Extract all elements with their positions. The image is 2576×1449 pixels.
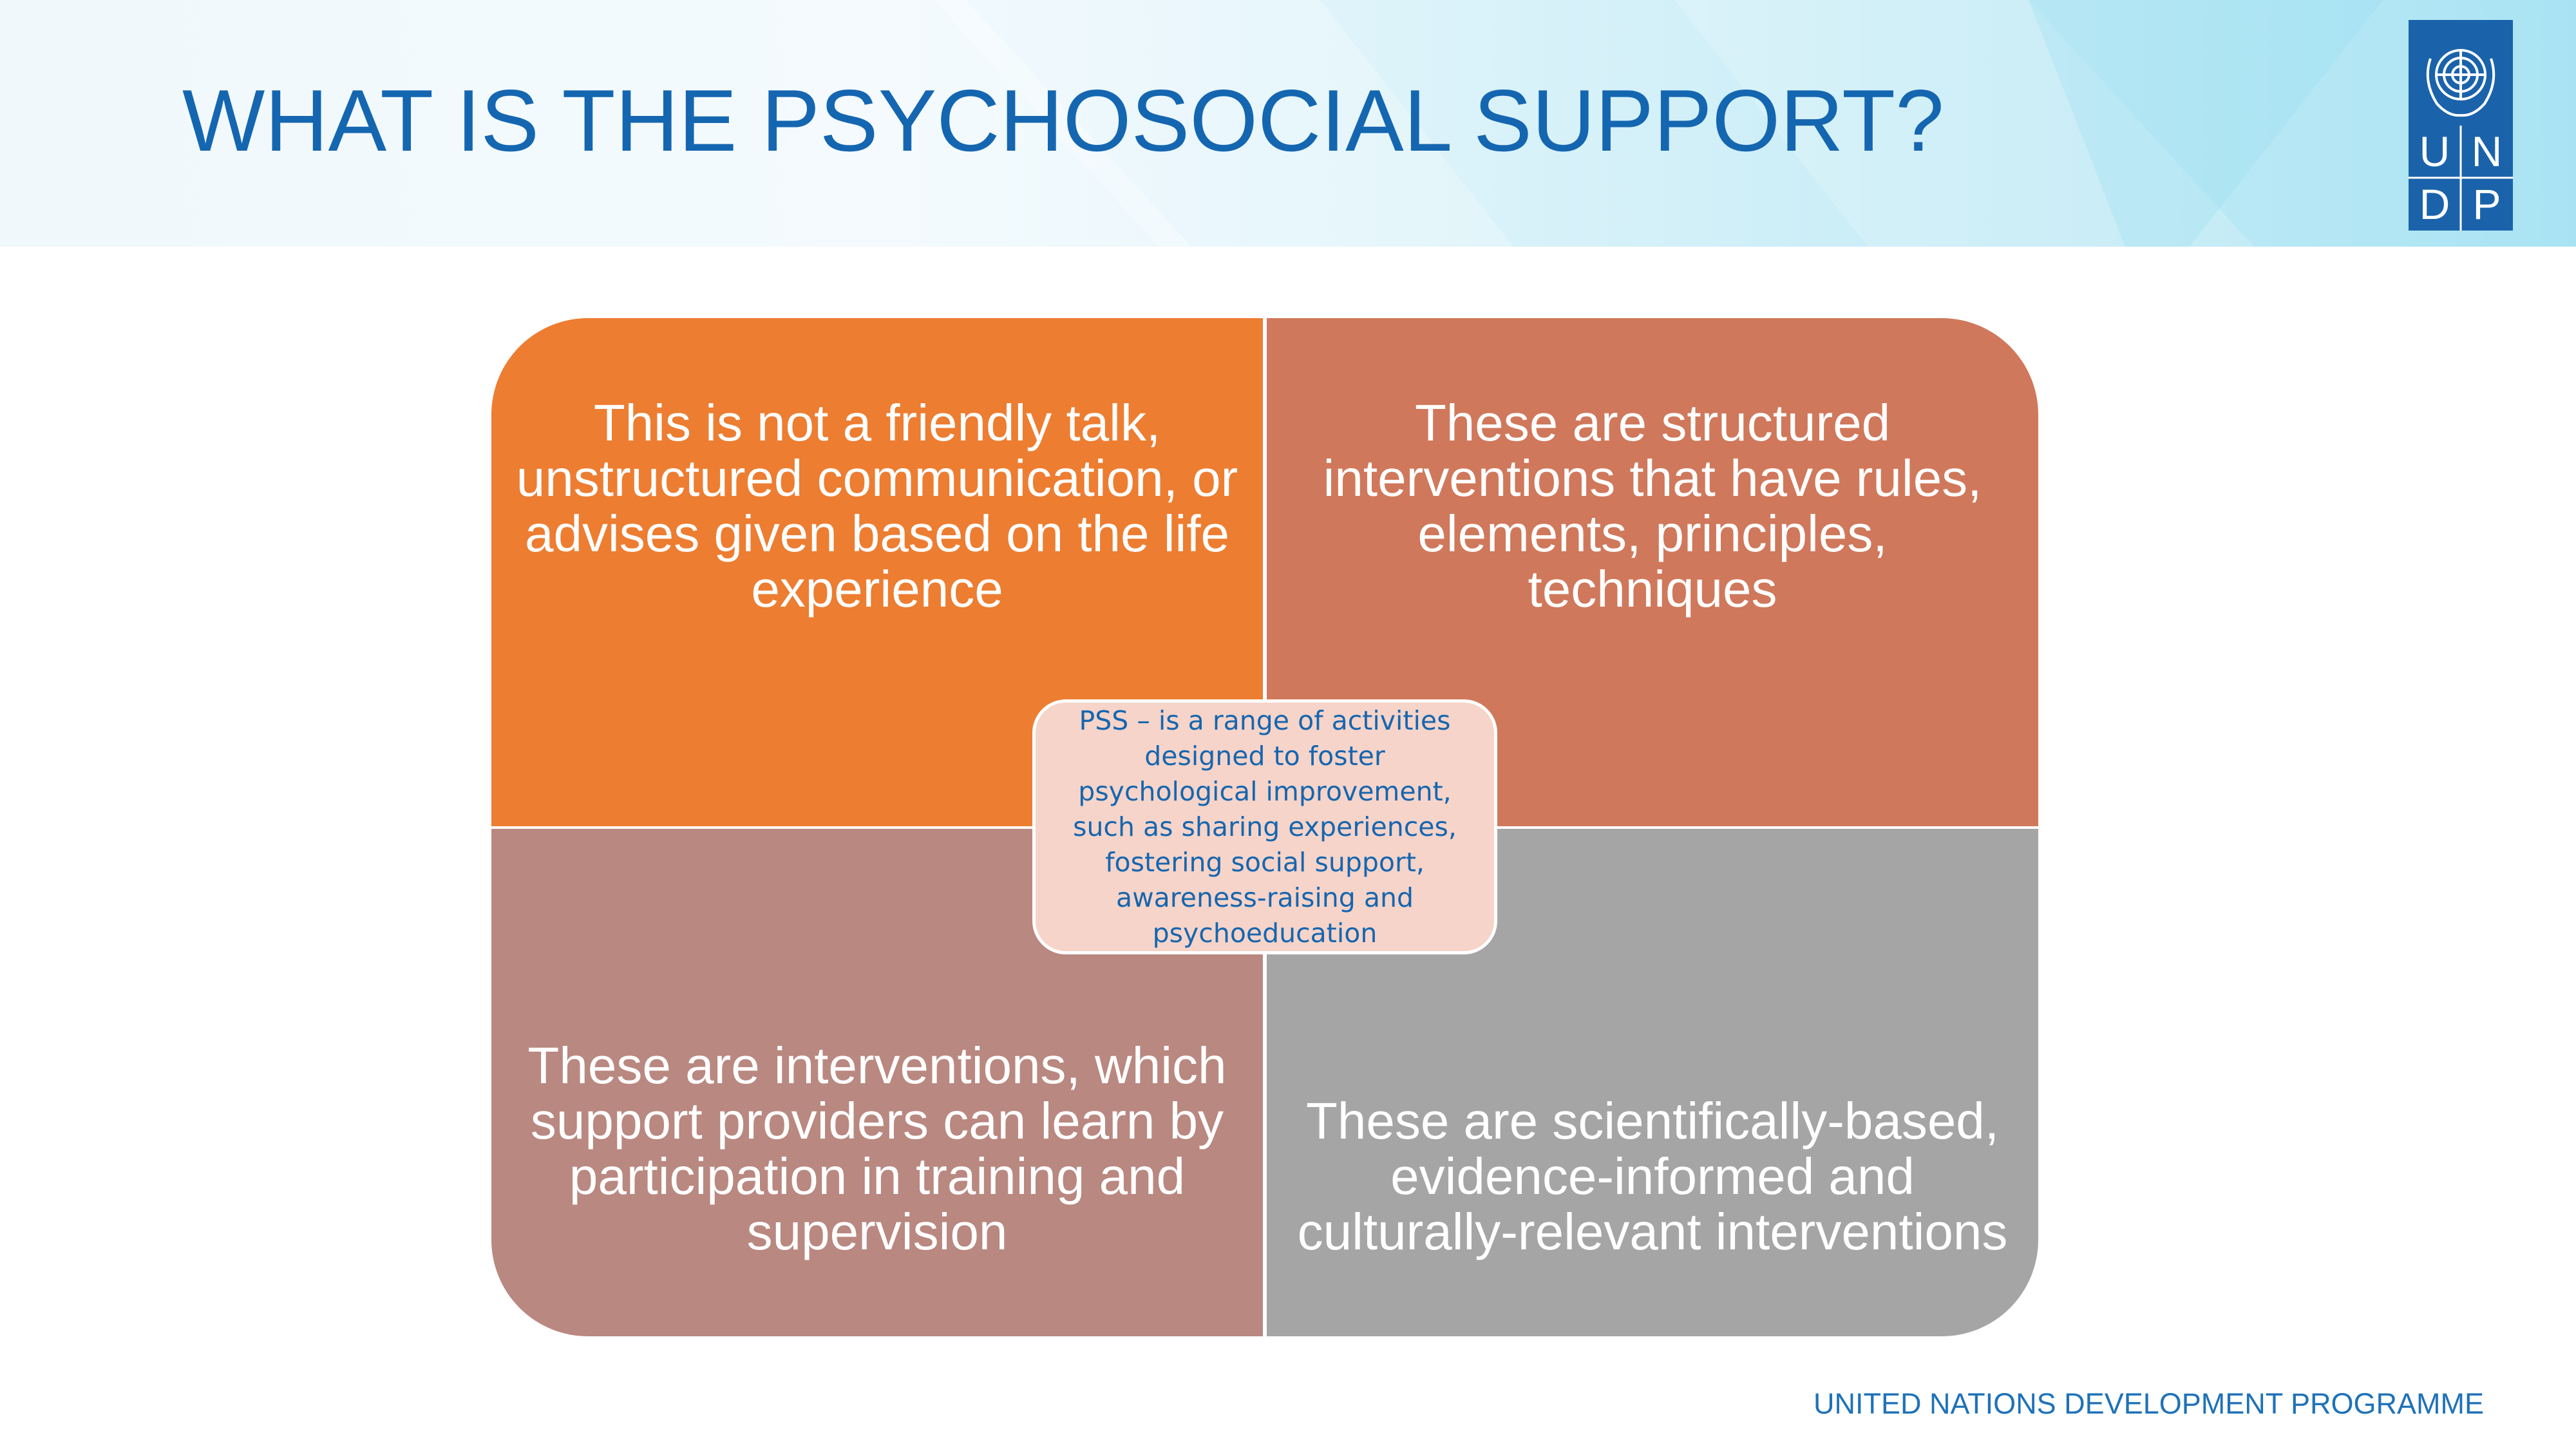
page-title: WHAT IS THE PSYCHOSOCIAL SUPPORT?	[182, 71, 1944, 169]
logo-letter-u: U	[2419, 128, 2450, 175]
un-emblem-icon	[2409, 49, 2513, 231]
quadrant-top-right-text: These are structured interventions that …	[1323, 394, 1982, 618]
logo-letter-d: D	[2419, 180, 2450, 228]
quadrant-bottom-right-text: These are scientifically-based, evidence…	[1297, 1092, 2008, 1260]
pss-definition-text: PSS – is a range of activities designed …	[1073, 705, 1457, 949]
pss-definition-box: PSS – is a range of activities designed …	[1032, 699, 1497, 954]
header-banner: WHAT IS THE PSYCHOSOCIAL SUPPORT? U N D …	[0, 0, 2576, 247]
header-background-shapes	[0, 0, 2383, 247]
quadrant-top-left-text: This is not a friendly talk, unstructure…	[516, 394, 1238, 618]
footer-organization-name: UNITED NATIONS DEVELOPMENT PROGRAMME	[1814, 1387, 2484, 1420]
logo-letter-p: P	[2472, 180, 2501, 228]
quadrant-bottom-left-text: These are interventions, which support p…	[527, 1037, 1227, 1260]
logo-letter-n: N	[2471, 128, 2503, 175]
pss-quadrant-diagram: This is not a friendly talk, unstructure…	[491, 318, 2038, 1336]
undp-logo: U N D P	[2409, 20, 2513, 231]
